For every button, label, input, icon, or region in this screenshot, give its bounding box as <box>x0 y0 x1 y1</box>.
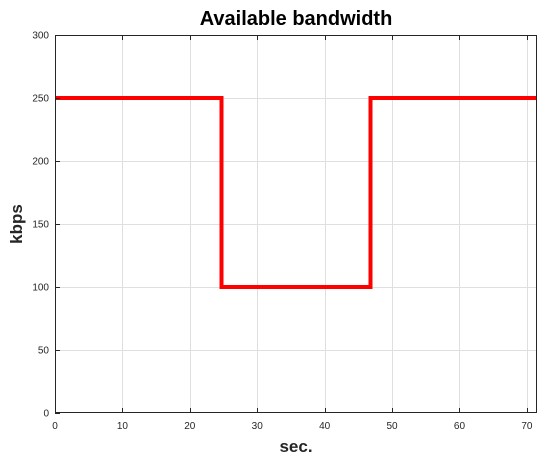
x-tick-label: 30 <box>252 421 264 432</box>
x-tick-label: 40 <box>319 421 331 432</box>
x-tick-label: 70 <box>521 421 533 432</box>
y-tick-label: 200 <box>32 157 49 168</box>
y-tick-label: 150 <box>32 220 49 231</box>
y-tick-label: 250 <box>32 94 49 105</box>
y-tick-label: 300 <box>32 31 49 42</box>
y-tick-label: 100 <box>32 283 49 294</box>
series-layer <box>55 96 537 289</box>
x-tick-label: 0 <box>52 421 58 432</box>
y-tick-label: 50 <box>38 346 50 357</box>
y-tick-label: 0 <box>43 409 49 420</box>
x-axis-label: sec. <box>279 437 312 456</box>
ticks: 0 10 20 30 40 50 60 70 0 50 100 150 200 250 300 <box>32 31 533 433</box>
chart-title: Available bandwidth <box>200 8 393 30</box>
x-tick-label: 20 <box>184 421 196 432</box>
x-tick-label: 50 <box>387 421 399 432</box>
y-axis-label: kbps <box>7 204 26 244</box>
x-tick-label: 60 <box>454 421 466 432</box>
x-tick-label: 10 <box>117 421 129 432</box>
bandwidth-series-line <box>55 96 537 289</box>
